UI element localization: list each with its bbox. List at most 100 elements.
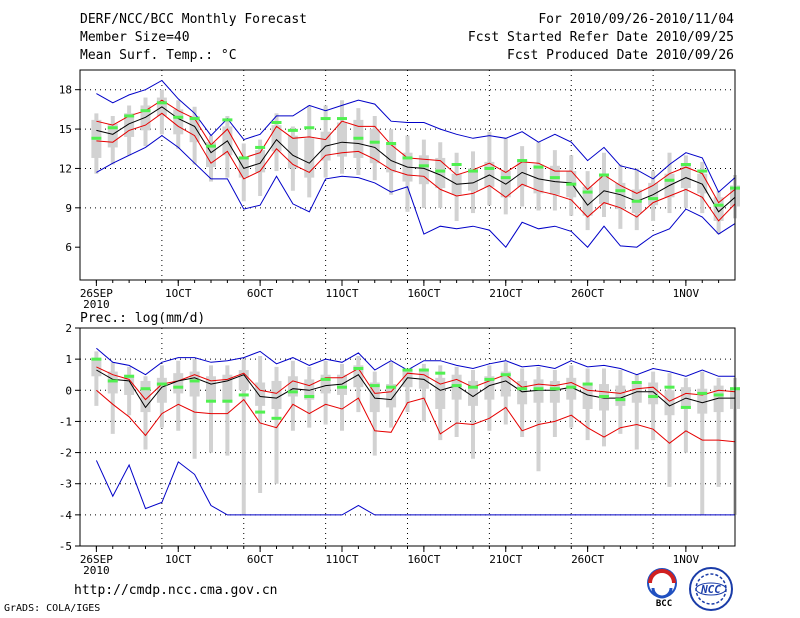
precipitation-ytick-label: 2 (65, 322, 72, 335)
precipitation-ytick-label: -5 (59, 540, 72, 553)
precipitation-box (435, 377, 446, 409)
surface-temperature-box (386, 143, 397, 173)
precipitation-ensemble-marker (615, 398, 626, 402)
surface-temperature-ensemble-marker (599, 173, 609, 177)
precipitation-box (713, 385, 724, 413)
surface-temperature-box (713, 197, 724, 221)
forecast-period: For 2010/09/26-2010/11/04 (538, 12, 734, 27)
precipitation-xtick-label: 11OCT (325, 553, 358, 566)
precipitation-box (189, 371, 200, 397)
surface-temperature-ensemble-marker (304, 126, 315, 130)
precipitation-ensemble-marker (124, 374, 135, 378)
precipitation-ensemble-marker (582, 382, 593, 386)
member-size-label: Member Size=40 (80, 30, 190, 45)
surface-temperature-box (124, 113, 135, 137)
precipitation-ensemble-marker (238, 393, 249, 397)
surface-temperature-box (173, 109, 184, 135)
surface-temperature-ensemble-marker (156, 101, 167, 105)
surface-temperature-box (255, 150, 266, 173)
surface-temperature-ensemble-marker (680, 163, 691, 166)
surface-temperature-box (468, 168, 478, 191)
surface-temperature-ensemble-marker (566, 182, 577, 186)
precipitation-ensemble-marker (566, 385, 577, 389)
surface-temperature-ensemble-marker (549, 176, 560, 180)
surface-temperature-ensemble-marker (582, 190, 593, 194)
surface-temperature-xtick-label: 16OCT (407, 287, 440, 300)
precipitation-ensemble-marker (189, 379, 200, 383)
precipitation-ensemble-mean-line (96, 369, 735, 409)
precipitation-ensemble-marker (353, 366, 364, 370)
surface-temperature-ensemble-marker (206, 144, 216, 148)
precipitation-xtick-label: 16OCT (407, 553, 440, 566)
surface-temperature-ensemble-marker (287, 128, 298, 132)
surface-temperature-ensemble-mean-line (96, 106, 736, 213)
surface-temperature-ensemble-max-line (96, 79, 736, 193)
precipitation-ensemble-marker (173, 385, 184, 389)
precipitation-ensemble-max-line (96, 347, 735, 377)
precipitation-ensemble-marker (369, 384, 380, 388)
precipitation-ensemble-min-line (95, 460, 735, 516)
surface-temperature-ytick-label: 18 (59, 84, 72, 97)
precipitation-ensemble-marker (206, 399, 216, 403)
surface-temperature-ensemble-marker (255, 145, 266, 149)
precipitation-ytick-label: -1 (59, 415, 72, 428)
surface-temperature-box (369, 129, 380, 164)
surface-temperature-box (206, 142, 216, 168)
precipitation-box (222, 374, 233, 403)
precipitation-ensemble-marker (107, 379, 118, 383)
precipitation-box (418, 371, 429, 389)
surface-temperature-ensemble-marker (631, 199, 642, 203)
precipitation-ensemble-marker (386, 385, 397, 389)
precipitation-box (206, 376, 216, 400)
surface-temperature-ensemble-marker (140, 109, 151, 113)
surface-temperature-ensemble-marker (500, 176, 511, 180)
precipitation-xtick-label: 6OCT (247, 553, 274, 566)
surface-temperature-box (189, 115, 200, 143)
precipitation-ensemble-marker (222, 399, 233, 403)
surface-temperature-box (648, 182, 659, 206)
surface-temperature-box (287, 135, 298, 169)
precipitation-box (648, 382, 659, 405)
surface-temperature-ensemble-marker (533, 165, 544, 169)
precipitation-ensemble-marker (680, 405, 691, 409)
precipitation-ensemble-marker (271, 416, 282, 420)
surface-temperature-ensemble-marker (451, 163, 462, 166)
precipitation-ensemble-marker (304, 395, 315, 399)
surface-temperature-xtick-sublabel: 2010 (83, 298, 110, 311)
surface-temperature-box (697, 173, 708, 194)
source-url[interactable]: http://cmdp.ncc.cma.gov.cn (74, 583, 278, 598)
surface-temperature-ytick-label: 6 (65, 241, 72, 254)
precipitation-box (517, 380, 528, 405)
precipitation-ensemble-marker (713, 393, 724, 397)
surface-temperature-box (140, 105, 151, 131)
surface-temperature-box (680, 163, 691, 189)
surface-temperature-xtick-label: 26SEP (80, 287, 113, 300)
precipitation-ytick-label: -4 (59, 509, 73, 522)
precipitation-ensemble-marker (697, 391, 708, 395)
forecast-start-date: Fcst Started Refer Date 2010/09/25 (467, 30, 734, 45)
surface-temperature-box (517, 160, 528, 187)
precipitation-xtick-label: 26SEP (80, 553, 113, 566)
precipitation-box (173, 373, 184, 394)
surface-temperature-ytick-label: 15 (59, 123, 72, 136)
precipitation-box (91, 359, 102, 377)
precipitation-box (337, 374, 347, 395)
surface-temperature-ensemble-marker (402, 156, 413, 160)
surface-temperature-ensemble-marker (435, 169, 446, 173)
precipitation-ensemble-marker (320, 377, 331, 381)
precipitation-box (287, 376, 298, 397)
precip-panel-title: Prec.: log(mm/d) (80, 311, 206, 326)
precipitation-box (533, 379, 544, 403)
precipitation-ensemble-marker (435, 371, 446, 375)
bcc-logo: BCC (647, 568, 677, 608)
precipitation-box (697, 388, 708, 414)
surface-temperature-box (599, 175, 609, 204)
precipitation-ytick-label: 1 (65, 353, 72, 366)
precipitation-box (124, 374, 135, 395)
precipitation-box (582, 384, 593, 409)
precipitation-ensemble-marker (664, 385, 675, 389)
